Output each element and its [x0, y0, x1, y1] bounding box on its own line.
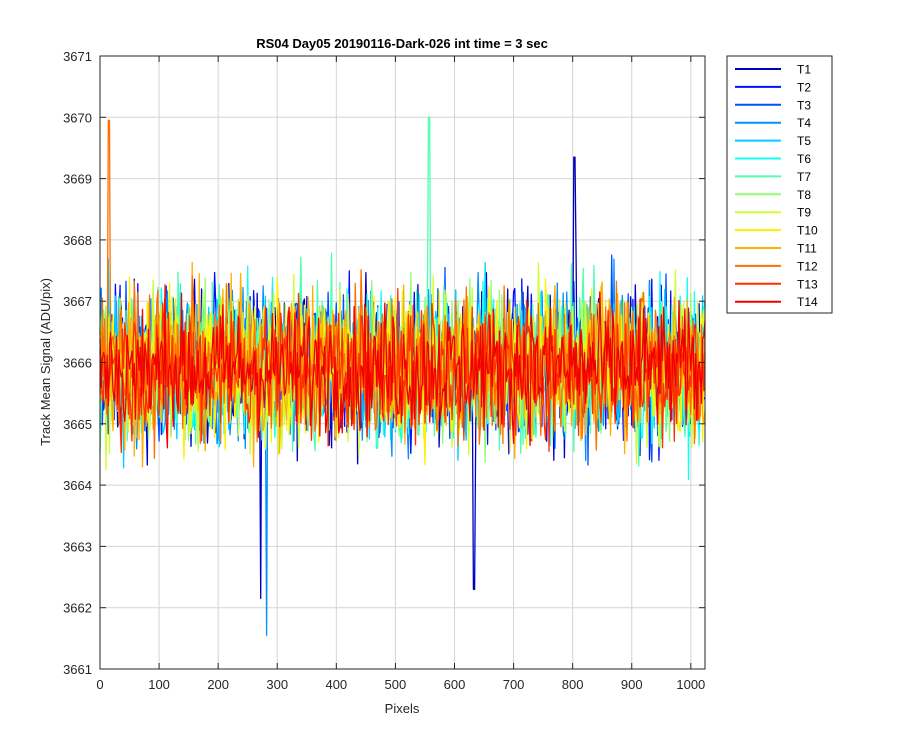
y-tick-label: 3663: [63, 539, 92, 554]
y-tick-label: 3669: [63, 172, 92, 187]
legend-label-t12: T12: [797, 259, 818, 273]
y-tick-label: 3667: [63, 294, 92, 309]
legend-label-t9: T9: [797, 206, 811, 220]
chart-title: RS04 Day05 20190116-Dark-026 int time = …: [256, 36, 548, 51]
legend-label-t8: T8: [797, 188, 811, 202]
legend-box: [726, 55, 833, 314]
legend-label-t2: T2: [797, 80, 811, 94]
legend: T1 T2 T3 T4 T5 T6 T7 T8 T9 T10 T11 T12 T13 T14: [726, 55, 833, 314]
series-line-t14: [99, 291, 706, 449]
series-line-t12: [99, 119, 706, 460]
legend-label-t4: T4: [797, 116, 811, 130]
legend-label-t5: T5: [797, 134, 811, 148]
x-tick-label: 800: [562, 677, 584, 692]
x-tick-label: 300: [266, 677, 288, 692]
x-tick-label: 700: [503, 677, 525, 692]
y-tick-label: 3664: [63, 478, 92, 493]
series-layer: [99, 116, 706, 636]
x-tick-label: 100: [148, 677, 170, 692]
x-tick-label: 1000: [676, 677, 705, 692]
legend-label-t11: T11: [797, 242, 817, 256]
legend-label-t14: T14: [797, 295, 818, 309]
y-tick-label: 3662: [63, 601, 92, 616]
legend-label-t3: T3: [797, 98, 811, 112]
y-tick-label: 3668: [63, 233, 92, 248]
x-tick-label: 600: [444, 677, 466, 692]
legend-label-t13: T13: [797, 277, 818, 291]
y-axis-label: Track Mean Signal (ADU/pix): [38, 278, 53, 446]
x-tick-label: 400: [325, 677, 347, 692]
legend-label-t10: T10: [797, 224, 818, 238]
y-tick-label: 3670: [63, 110, 92, 125]
ticks: 0 100 200 300 400 500 600 700 800 900 1000 3661 3662…: [63, 49, 705, 692]
legend-label-t6: T6: [797, 152, 811, 166]
legend-label-t7: T7: [797, 170, 811, 184]
x-tick-label: 0: [96, 677, 103, 692]
y-tick-label: 3666: [63, 356, 92, 371]
y-tick-label: 3665: [63, 417, 92, 432]
x-tick-label: 500: [385, 677, 407, 692]
x-tick-label: 200: [207, 677, 229, 692]
legend-label-t1: T1: [797, 63, 811, 77]
x-axis-label: Pixels: [385, 701, 420, 716]
y-tick-label: 3671: [63, 49, 92, 64]
x-tick-label: 900: [621, 677, 643, 692]
y-tick-label: 3661: [63, 662, 92, 677]
